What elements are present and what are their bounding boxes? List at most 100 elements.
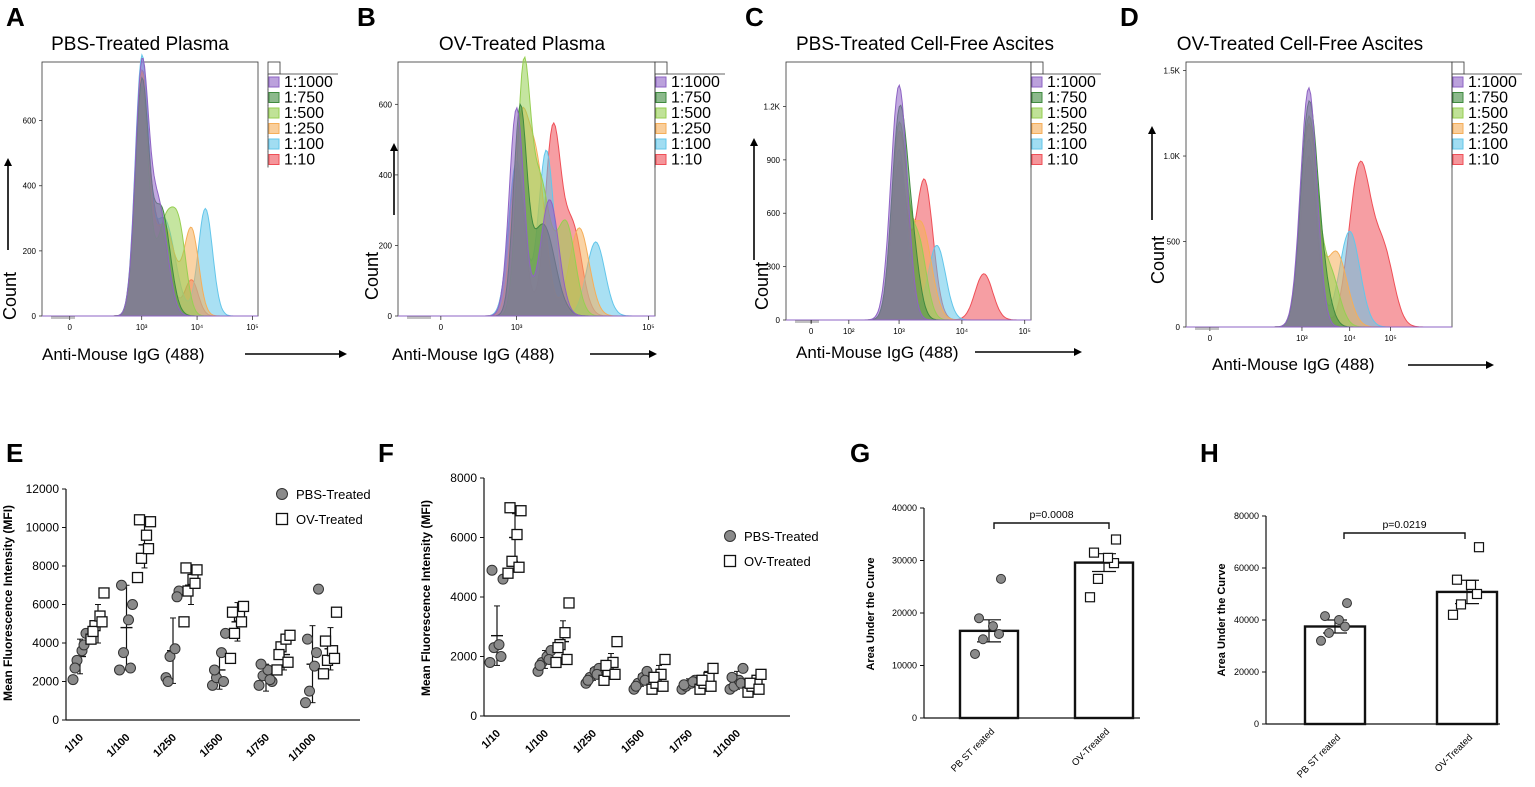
legend-swatch [655, 92, 667, 103]
panel-g: Area Under the Curve 0 10000 20000 30000 400… [865, 503, 1140, 774]
data-point-ov [271, 664, 283, 676]
legend-swatch [1452, 92, 1464, 103]
data-point-ov [224, 652, 237, 665]
legend-label: 1:100 [671, 136, 711, 153]
legend-header-box [1451, 61, 1465, 75]
legend-label: 1:500 [284, 105, 324, 122]
panel-b: OV-Treated Plasma 600 400 200 0 0 10³ 10⁵ 1:100… [362, 34, 725, 364]
data-point-pbs [1320, 611, 1330, 622]
data-point-ov [506, 555, 518, 567]
data-point-ov [1471, 588, 1483, 600]
data-point-pbs [125, 662, 136, 674]
y-tick-label: 200 [23, 247, 37, 256]
data-point-pbs [169, 643, 181, 655]
data-point-pbs [678, 679, 690, 691]
data-point-pbs [493, 639, 505, 651]
panel-letter-d: D [1120, 2, 1139, 32]
panel-c-x-label: Anti-Mouse IgG (488) [796, 343, 959, 362]
legend-swatch [268, 107, 280, 119]
y-tick-label: 4000 [450, 590, 477, 604]
panel-e-y-label: Mean Fluorescence Intensity (MFI) [1, 505, 15, 701]
data-point-ov [191, 564, 203, 576]
data-point-ov [180, 562, 192, 574]
x-tick-label: 10³ [893, 327, 905, 336]
legend-marker-ov [723, 554, 737, 568]
legend-swatch [1031, 138, 1043, 150]
panel-c-title: PBS-Treated Cell-Free Ascites [796, 34, 1054, 55]
panel-a-x-label: Anti-Mouse IgG (488) [42, 345, 205, 364]
y-tick-label: 10000 [892, 661, 917, 671]
panel-c-y-label: Count [752, 262, 772, 310]
significance-bracket [1343, 532, 1466, 539]
y-tick-label: 1.5K [1164, 67, 1181, 76]
legend-label: 1:250 [671, 121, 711, 138]
panel-f-plot: 0 2000 4000 6000 8000 1/10 1/100 1/250 1/500 1/75… [450, 471, 818, 760]
panel-f: Mean Fluorescence Intensity (MFI) 0 2000 4… [419, 471, 819, 760]
y-tick-label: 40000 [1234, 615, 1259, 625]
x-tick-label: 1/100 [105, 732, 133, 760]
bar-pbs [958, 629, 1020, 720]
legend-label: 1:250 [284, 121, 324, 138]
data-point-ov [559, 627, 571, 639]
data-point-ov [228, 627, 241, 640]
y-tick-label: 2000 [450, 650, 477, 664]
y-tick-label: 1.2K [764, 102, 781, 111]
panel-a-plot: 600 400 200 0 0 10³ 10⁴ 10⁵ 1:10001:7501:5001:25… [4, 53, 347, 358]
x-tick-label: 10³ [136, 323, 148, 332]
data-point-pbs [1334, 615, 1344, 625]
legend-swatch [655, 138, 667, 150]
panel-b-x-label: Anti-Mouse IgG (488) [392, 345, 555, 364]
data-point-pbs [1342, 598, 1352, 609]
x-tick-label: 1/750 [244, 732, 272, 760]
data-point-pbs [484, 656, 496, 668]
legend-swatch [1452, 123, 1464, 134]
legend-swatch [655, 123, 667, 134]
panel-letter-g: G [850, 438, 870, 468]
legend-label: 1:100 [1468, 136, 1508, 153]
data-point-ov [657, 680, 669, 692]
x-tick-label: OV-Treated [1070, 726, 1112, 768]
data-point-pbs [311, 647, 322, 659]
data-point-ov [226, 606, 239, 618]
x-tick-label: 1/1000 [711, 728, 743, 760]
x-tick-label: 10³ [1296, 334, 1308, 343]
data-point-ov [563, 597, 575, 609]
data-point-ov [1088, 547, 1100, 558]
data-point-pbs [988, 621, 998, 632]
data-point-pbs [118, 647, 129, 659]
panel-h-plot: 0 20000 40000 60000 80000 PB ST reated OV-Trea… [1234, 511, 1500, 780]
data-point-pbs [309, 660, 320, 672]
legend-swatch [268, 123, 280, 134]
y-arrow-head [390, 143, 398, 151]
data-point-ov [611, 635, 623, 648]
legend-label: 1:100 [1047, 136, 1087, 153]
y-tick-label: 8000 [32, 559, 59, 573]
y-tick-label: 0 [1176, 323, 1181, 332]
data-point-ov [178, 616, 190, 628]
histogram-1-1000 [1186, 86, 1452, 328]
legend-label: 1:1000 [284, 74, 333, 91]
data-point-ov [648, 671, 660, 683]
data-point-pbs [216, 647, 227, 659]
data-point-pbs [116, 579, 127, 591]
legend-swatch [1452, 107, 1464, 119]
data-point-pbs [209, 664, 220, 676]
legend-swatch [268, 154, 280, 165]
legend-swatch [1031, 76, 1043, 88]
significance-bracket [993, 522, 1110, 529]
x-tick-label: 0 [1208, 334, 1213, 343]
x-tick-label: 10⁵ [1385, 334, 1397, 343]
panel-c: PBS-Treated Cell-Free Ascites 1.2K 900 600… [750, 34, 1101, 362]
panel-d-title: OV-Treated Cell-Free Ascites [1177, 34, 1423, 55]
legend-label: 1:250 [1468, 121, 1508, 138]
data-point-ov [515, 505, 527, 517]
data-point-ov [1465, 579, 1477, 591]
data-point-ov [87, 625, 99, 638]
x-tick-label: 10⁴ [1344, 334, 1357, 343]
panel-d-y-label: Count [1148, 236, 1168, 284]
x-tick-label: 10² [843, 327, 855, 336]
data-point-pbs [302, 633, 313, 645]
y-tick-label: 4000 [32, 636, 59, 650]
